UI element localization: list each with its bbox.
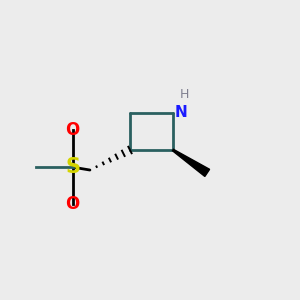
Polygon shape	[172, 149, 210, 176]
Text: S: S	[66, 157, 81, 177]
Text: O: O	[66, 121, 80, 139]
Text: H: H	[180, 88, 189, 101]
Text: N: N	[174, 105, 187, 120]
Text: O: O	[66, 195, 80, 213]
